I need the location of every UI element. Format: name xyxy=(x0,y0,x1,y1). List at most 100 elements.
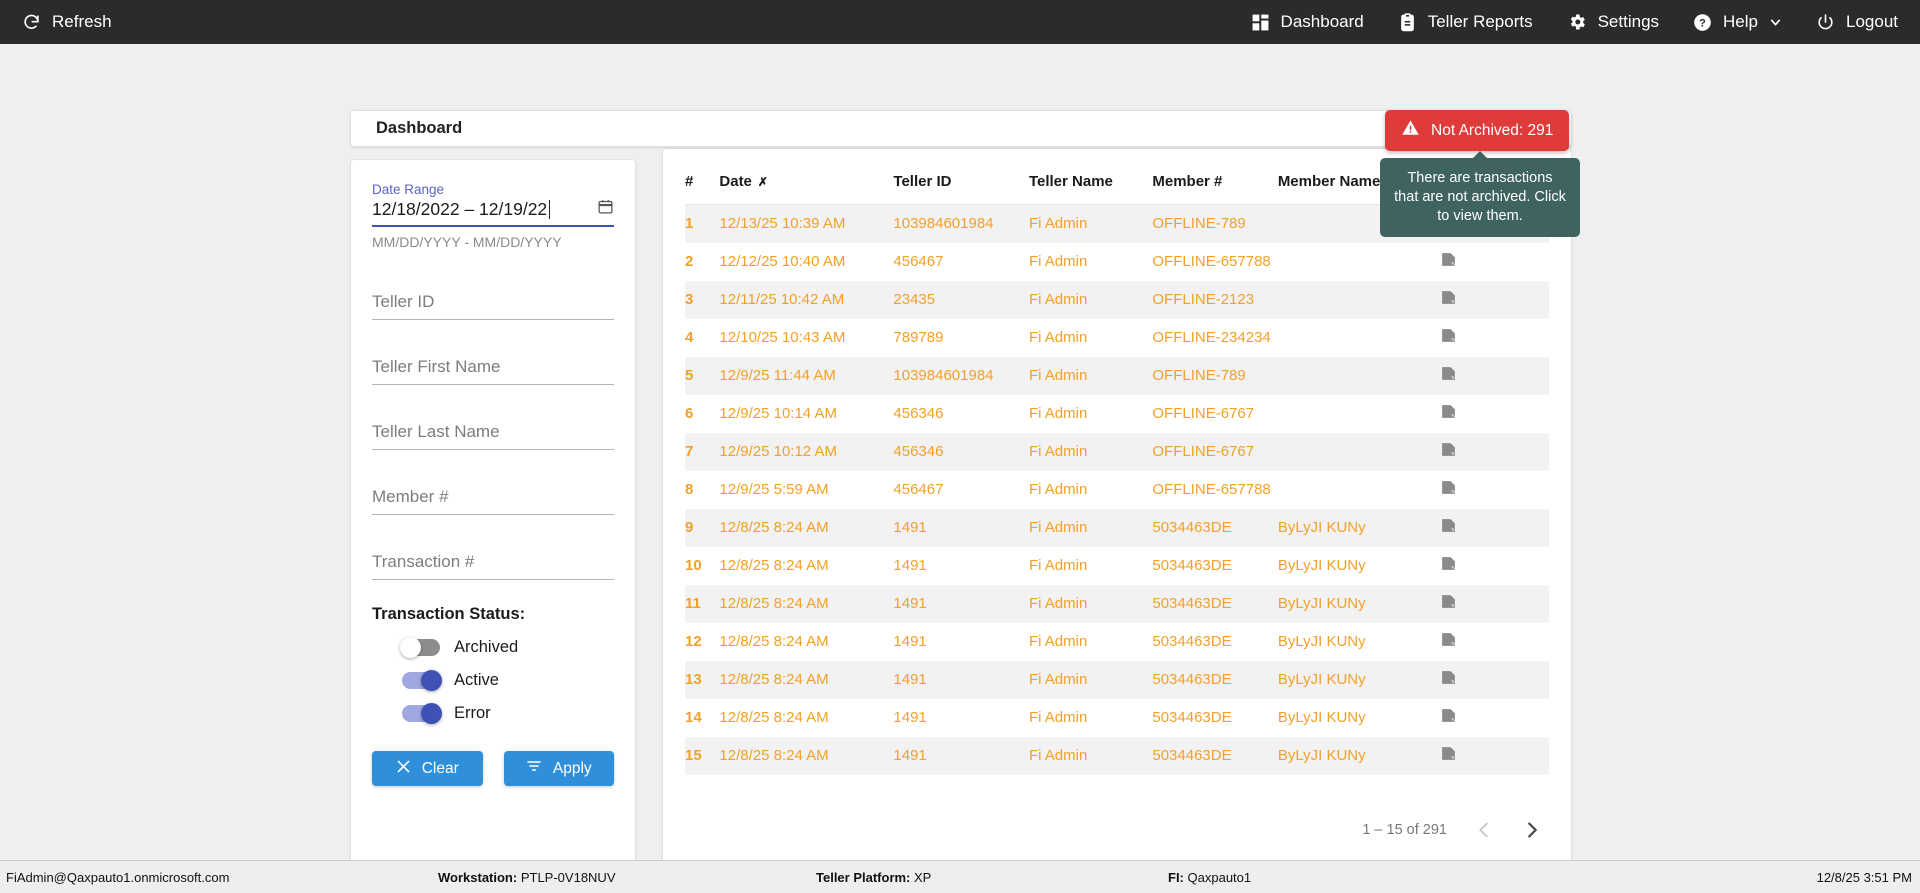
power-icon xyxy=(1816,13,1835,32)
teller-first-name-field[interactable]: Teller First Name xyxy=(372,345,614,385)
note-icon[interactable] xyxy=(1438,471,1549,509)
teller-first-name-placeholder: Teller First Name xyxy=(372,357,501,376)
table-row[interactable]: 14 12/8/25 8:24 AM 1491 Fi Admin 5034463DE By… xyxy=(685,699,1549,737)
cell-teller-name: Fi Admin xyxy=(1028,253,1088,270)
table-row[interactable]: 11 12/8/25 8:24 AM 1491 Fi Admin 5034463DE By… xyxy=(685,584,1549,623)
cell-date: 12/8/25 8:24 AM xyxy=(719,633,829,650)
note-icon[interactable] xyxy=(1438,623,1549,661)
note-icon[interactable] xyxy=(1438,509,1549,547)
error-switch-knob xyxy=(421,703,442,724)
archived-switch-knob xyxy=(400,637,421,658)
cell-date: 12/8/25 8:24 AM xyxy=(719,557,829,574)
cell-member-no: OFFLINE-789 xyxy=(1152,367,1246,384)
status-datetime: 12/8/25 3:51 PM xyxy=(1816,869,1912,885)
date-range-field[interactable]: Date Range 12/18/2022 – 12/19/22 MM/DD/Y… xyxy=(372,182,614,250)
table-row[interactable]: 3 12/11/25 10:42 AM 23435 Fi Admin OFFLINE-2… xyxy=(685,280,1549,319)
chevron-left-icon[interactable] xyxy=(1473,819,1495,841)
error-switch[interactable] xyxy=(402,703,442,724)
note-icon[interactable] xyxy=(1438,737,1549,775)
table-row[interactable]: 13 12/8/25 8:24 AM 1491 Fi Admin 5034463DE By… xyxy=(685,660,1549,699)
status-bar: FiAdmin@Qaxpauto1.onmicrosoft.com Workst… xyxy=(0,860,1920,893)
member-number-underline xyxy=(372,514,614,515)
table-row[interactable]: 9 12/8/25 8:24 AM 1491 Fi Admin 5034463DE ByL… xyxy=(685,508,1549,547)
gear-icon xyxy=(1567,12,1587,32)
cell-date: 12/12/25 10:40 AM xyxy=(719,253,846,270)
toggle-archived[interactable]: Archived xyxy=(372,637,614,658)
cell-teller-id: 456346 xyxy=(893,405,944,422)
note-icon[interactable] xyxy=(1438,547,1549,585)
table-row[interactable]: 7 12/9/25 10:12 AM 456346 Fi Admin OFFLINE-6… xyxy=(685,432,1549,471)
col-header-date[interactable]: Date ✗ xyxy=(719,163,894,205)
dashboard-icon xyxy=(1251,13,1270,32)
cell-number: 6 xyxy=(685,405,694,422)
cell-date: 12/9/25 11:44 AM xyxy=(719,367,836,384)
nav-item-dashboard[interactable]: Dashboard xyxy=(1251,12,1364,32)
table-row[interactable]: 2 12/12/25 10:40 AM 456467 Fi Admin OFFLINE-… xyxy=(685,243,1549,281)
note-icon[interactable] xyxy=(1438,433,1549,471)
toggle-active[interactable]: Active xyxy=(372,670,614,691)
transaction-number-underline xyxy=(372,579,614,580)
status-fi: FI: Qaxpauto1 xyxy=(1168,870,1251,885)
cell-member-no: OFFLINE-657788 xyxy=(1152,481,1271,498)
note-icon[interactable] xyxy=(1438,585,1549,623)
cell-number: 11 xyxy=(685,595,701,612)
table-row[interactable]: 10 12/8/25 8:24 AM 1491 Fi Admin 5034463DE By… xyxy=(685,547,1549,585)
note-icon[interactable] xyxy=(1438,661,1549,699)
cell-teller-id: 23435 xyxy=(893,291,936,308)
date-range-hint: MM/DD/YYYY - MM/DD/YYYY xyxy=(372,234,562,250)
note-icon[interactable] xyxy=(1438,395,1549,433)
col-header-member-no[interactable]: Member # xyxy=(1152,163,1278,205)
cell-teller-id: 456467 xyxy=(893,253,944,270)
teller-first-name-underline xyxy=(372,384,614,385)
nav-item-settings[interactable]: Settings xyxy=(1567,12,1659,32)
cell-date: 12/11/25 10:42 AM xyxy=(719,291,845,308)
note-icon[interactable] xyxy=(1438,319,1549,357)
nav-item-logout[interactable]: Logout xyxy=(1816,12,1898,32)
cell-number: 9 xyxy=(685,519,694,536)
table-row[interactable]: 5 12/9/25 11:44 AM 103984601984 Fi Admin OFF… xyxy=(685,356,1549,395)
not-archived-badge[interactable]: Not Archived: 291 xyxy=(1385,110,1570,151)
col-header-teller-id[interactable]: Teller ID xyxy=(893,163,1029,205)
table-row[interactable]: 6 12/9/25 10:14 AM 456346 Fi Admin OFFLINE-6… xyxy=(685,395,1549,433)
note-icon[interactable] xyxy=(1438,281,1549,319)
table-row[interactable]: 8 12/9/25 5:59 AM 456467 Fi Admin OFFLINE-65… xyxy=(685,471,1549,509)
clear-button[interactable]: Clear xyxy=(372,751,483,786)
cell-number: 13 xyxy=(685,671,702,688)
col-header-teller-name[interactable]: Teller Name xyxy=(1028,163,1153,205)
note-icon[interactable] xyxy=(1438,243,1549,281)
calendar-icon[interactable] xyxy=(597,198,614,220)
note-icon[interactable] xyxy=(1438,357,1549,395)
cell-member-no: OFFLINE-789 xyxy=(1152,215,1246,233)
svg-text:?: ? xyxy=(1699,17,1706,29)
member-number-field[interactable]: Member # xyxy=(372,475,614,515)
not-archived-label: Not Archived: 291 xyxy=(1431,121,1554,139)
cell-date: 12/8/25 8:24 AM xyxy=(719,747,829,764)
table-row[interactable]: 15 12/8/25 8:24 AM 1491 Fi Admin 5034463DE By… xyxy=(685,736,1549,775)
chevron-right-icon[interactable] xyxy=(1521,819,1543,841)
archived-switch[interactable] xyxy=(400,637,440,658)
cell-member-name: ByLyJI KUNy xyxy=(1277,633,1366,650)
transactions-table-card: # Date ✗ Teller ID Teller Name Member # M… xyxy=(662,148,1572,866)
cell-teller-name: Fi Admin xyxy=(1028,709,1088,726)
apply-button[interactable]: Apply xyxy=(503,751,614,786)
cell-member-name: ByLyJI KUNy xyxy=(1277,671,1366,688)
table-row[interactable]: 4 12/10/25 10:43 AM 789789 Fi Admin OFFLINE-… xyxy=(685,319,1549,357)
status-fi-label: FI: xyxy=(1168,869,1184,885)
table-body: 1 12/13/25 10:39 AM 103984601984 Fi Admin OF… xyxy=(685,204,1549,775)
active-switch[interactable] xyxy=(402,670,442,691)
transaction-number-field[interactable]: Transaction # xyxy=(372,540,614,580)
refresh-button[interactable]: Refresh xyxy=(22,12,112,32)
teller-last-name-field[interactable]: Teller Last Name xyxy=(372,410,614,450)
status-platform: Teller Platform: XP xyxy=(816,870,931,885)
nav-item-help[interactable]: ? Help xyxy=(1693,12,1782,32)
note-icon[interactable] xyxy=(1438,699,1549,737)
cell-teller-id: 789789 xyxy=(893,329,944,346)
cell-teller-name: Fi Admin xyxy=(1028,405,1088,422)
table-row[interactable]: 12 12/8/25 8:24 AM 1491 Fi Admin 5034463DE By… xyxy=(685,623,1549,661)
cell-teller-name: Fi Admin xyxy=(1028,215,1088,233)
cell-member-no: 5034463DE xyxy=(1152,595,1232,612)
cell-teller-name: Fi Admin xyxy=(1028,557,1088,574)
teller-id-field[interactable]: Teller ID xyxy=(372,280,614,320)
nav-item-teller-reports[interactable]: Teller Reports xyxy=(1398,12,1533,32)
toggle-error[interactable]: Error xyxy=(372,703,614,724)
